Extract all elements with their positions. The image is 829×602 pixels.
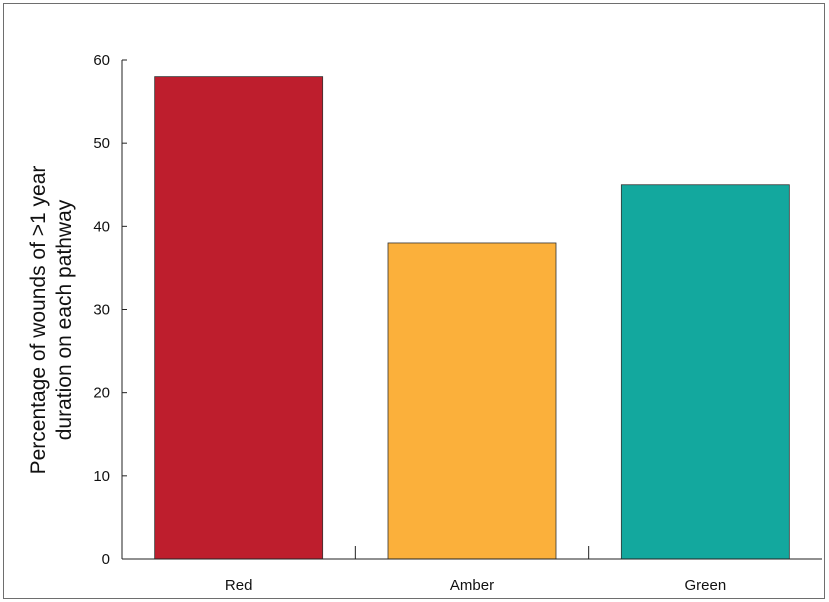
- y-tick-label: 20: [93, 385, 110, 402]
- x-category-label: Red: [225, 577, 253, 594]
- y-axis-title-line-1: Percentage of wounds of >1 year: [27, 166, 50, 475]
- x-category-label: Amber: [450, 577, 494, 594]
- y-tick-label: 40: [93, 218, 110, 235]
- bar-amber: [387, 242, 557, 560]
- y-axis-title-line-2: duration on each pathway: [53, 199, 76, 440]
- y-tick-label: 60: [93, 52, 110, 69]
- y-ticks-group: 0 10 20 30 40 50 60: [93, 52, 127, 568]
- y-tick-label: 30: [93, 302, 110, 319]
- bar-red: [154, 76, 324, 560]
- x-category-label: Green: [684, 577, 726, 594]
- y-tick-label: 50: [93, 135, 110, 152]
- bar-green: [620, 184, 790, 560]
- x-labels-group: Red Amber Green: [225, 577, 726, 594]
- y-tick-label: 0: [102, 551, 110, 568]
- y-tick-label: 10: [93, 468, 110, 485]
- bars-group: [154, 76, 790, 560]
